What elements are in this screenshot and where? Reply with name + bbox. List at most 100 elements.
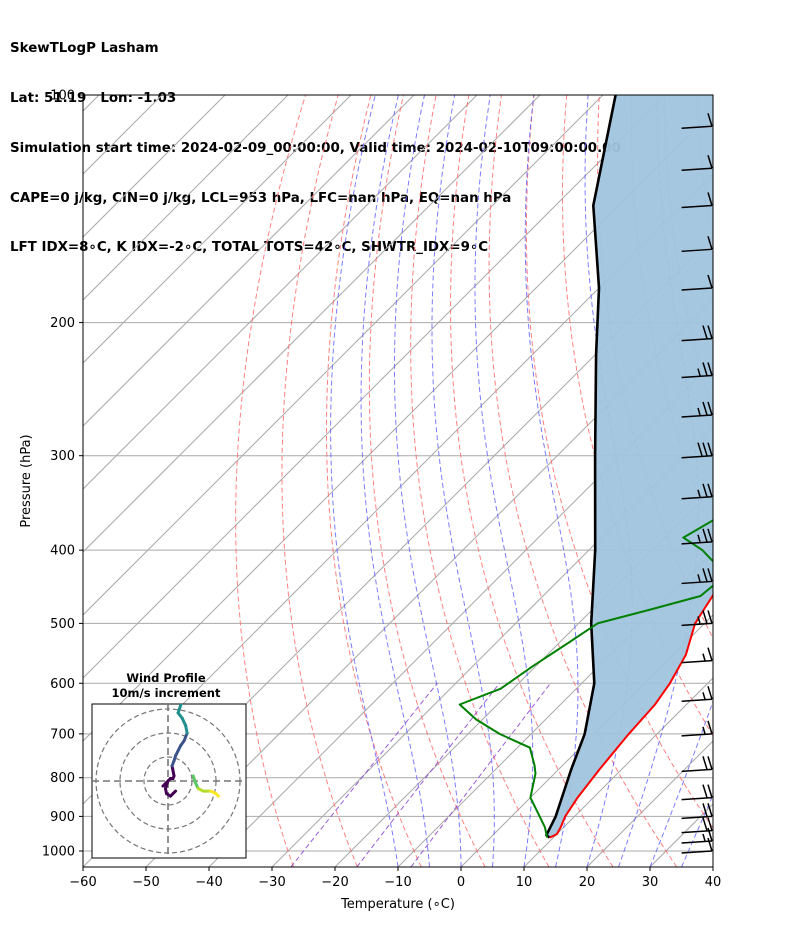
barb-flag [707, 192, 713, 206]
mixing-ratio-line [356, 682, 500, 867]
inset-title: Wind Profile [126, 671, 206, 685]
y-tick-label: 100 [50, 89, 75, 104]
dry-adiabat-line [368, 95, 486, 867]
barb-flag [702, 784, 708, 798]
dry-adiabat-line [730, 95, 794, 867]
dry-adiabat-line [235, 95, 307, 867]
isotherm-line [523, 677, 713, 867]
barb-staff [681, 840, 713, 844]
barb-half-flag [702, 833, 706, 842]
x-tick-label: −50 [132, 875, 159, 890]
mixing-ratio-line [290, 682, 438, 867]
hodograph-segment [196, 645, 199, 648]
y-tick-label: 1000 [42, 844, 75, 859]
dry-adiabat-line [450, 95, 614, 867]
moist-adiabat-line [474, 95, 534, 867]
isotherm-line [712, 866, 713, 867]
hodograph-segment [193, 647, 196, 652]
moist-adiabat-line [712, 865, 713, 867]
moist-adiabat-line [618, 95, 699, 867]
hodograph-segment [191, 635, 196, 640]
barb-half-flag [697, 616, 701, 624]
barb-flag [707, 483, 713, 498]
x-tick-label: 30 [642, 875, 659, 890]
barb-flag [707, 113, 713, 127]
moist-adiabat-line [394, 95, 462, 867]
barb-flag [707, 362, 713, 376]
barb-staff [681, 733, 713, 737]
dry-adiabat-line [762, 95, 794, 867]
isotherm-line [397, 551, 713, 867]
barb-flag [707, 568, 713, 582]
barb-flag [702, 610, 708, 624]
wind-barb [681, 236, 713, 253]
hodograph-segment [171, 789, 178, 796]
barb-staff [681, 541, 713, 545]
x-tick-label: −30 [258, 875, 285, 890]
wind-barb [681, 362, 713, 379]
moist-adiabat-line [649, 699, 713, 867]
chart-header: SkewTLogP Lasham Lat: 51.19 Lon: -1.03 S… [10, 8, 621, 274]
cin-fill-area [546, 95, 713, 838]
x-axis-title: Temperature (∘C) [340, 897, 455, 912]
barb-staff [681, 768, 713, 773]
barb-flag [707, 720, 713, 735]
barb-staff [681, 829, 713, 834]
x-tick-label: −20 [321, 875, 348, 890]
dry-adiabat-line [281, 95, 358, 867]
y-tick-label: 900 [50, 810, 75, 825]
barb-flag [702, 817, 708, 831]
x-tick-label: 40 [705, 875, 722, 890]
barb-flag [702, 483, 708, 498]
y-tick-label: 300 [50, 449, 75, 464]
barb-flag [702, 568, 708, 582]
barb-staff [681, 580, 713, 585]
temperature-line [549, 593, 713, 839]
barb-staff [681, 496, 713, 500]
barb-flag [707, 610, 713, 624]
barb-staff [681, 248, 713, 253]
isotherm-line [334, 488, 713, 867]
wind-barb [681, 155, 713, 172]
mixing-ratio-line [410, 682, 551, 867]
barb-flag [707, 803, 713, 817]
barb-flag [707, 784, 713, 798]
isotherm-line [83, 95, 352, 364]
y-tick-label: 700 [50, 727, 75, 742]
barb-flag [707, 236, 713, 250]
dry-adiabat-line [410, 95, 550, 867]
wind-barb [681, 325, 713, 342]
barb-flag [707, 274, 713, 289]
barb-staff [681, 337, 713, 342]
parcel-path-line [545, 95, 617, 839]
barb-flag [702, 528, 708, 543]
barb-half-flag [697, 489, 701, 497]
barb-half-flag [702, 726, 706, 735]
barb-staff [681, 287, 713, 291]
wind-barb [681, 113, 713, 130]
isotherm-line [83, 95, 541, 553]
barb-half-flag [697, 534, 701, 543]
barb-flag [702, 803, 708, 817]
moist-adiabat-line [360, 95, 430, 867]
wind-barb [681, 817, 713, 834]
wind-barb [681, 803, 713, 820]
hodograph-segment [179, 704, 183, 707]
barb-staff [681, 815, 713, 820]
wind-barb [681, 610, 713, 627]
isotherm-line [83, 95, 604, 616]
isotherm-line [83, 95, 667, 679]
barb-flag [707, 325, 713, 339]
dry-adiabat-line [525, 95, 713, 829]
y-tick-label: 600 [50, 677, 75, 692]
wind-barb [681, 756, 713, 773]
x-tick-label: 20 [579, 875, 596, 890]
barb-staff [681, 204, 713, 209]
wind-barb [681, 192, 713, 209]
isotherm-line [145, 299, 713, 867]
barb-flag [702, 362, 708, 376]
barb-flag [707, 817, 713, 831]
x-tick-label: −40 [195, 875, 222, 890]
hodograph-segment [186, 627, 189, 630]
